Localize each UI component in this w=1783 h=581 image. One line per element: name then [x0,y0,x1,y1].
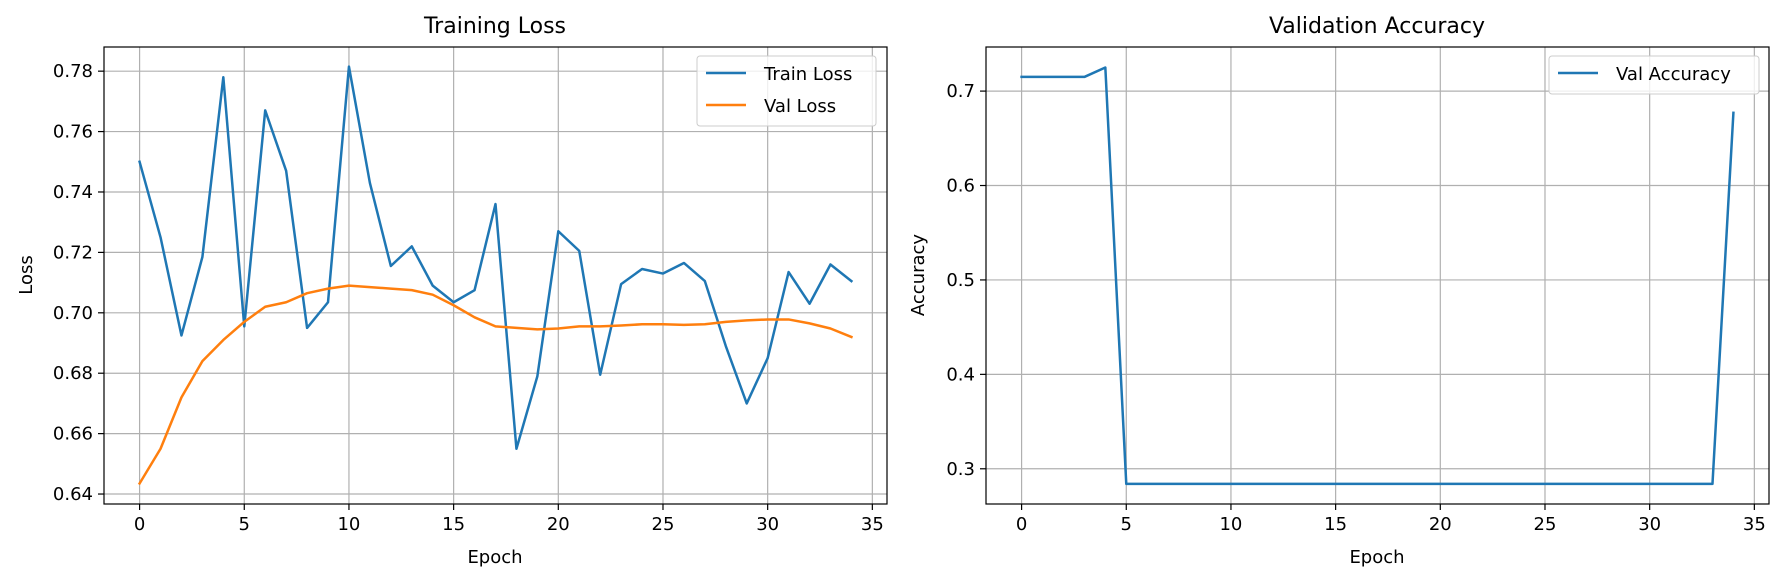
y-tick-label: 0.66 [53,424,93,445]
chart-title: Validation Accuracy [1269,14,1485,39]
x-tick-label: 20 [1429,514,1452,535]
y-tick-label: 0.64 [53,484,93,505]
x-tick-label: 0 [1016,514,1027,535]
tick-layer: 0 5 10 15 20 25 30 35 0.3 0.4 0.5 0.6 0.7 [946,81,1765,535]
x-tick-label: 15 [442,514,465,535]
y-axis-label: Accuracy [908,234,929,317]
series-layer [1020,66,1735,486]
x-tick-label: 5 [1121,514,1132,535]
y-tick-label: 0.3 [946,459,975,480]
y-tick-label: 0.72 [53,242,93,263]
x-tick-label: 25 [652,514,675,535]
axes-frame [103,46,888,505]
x-tick-label: 10 [337,514,360,535]
series-line-train-loss [138,65,854,450]
y-axis-label: Loss [16,255,37,294]
y-tick-label: 0.5 [946,270,975,291]
series-layer [137,65,854,486]
legend-label-val-loss: Val Loss [764,96,836,117]
y-tick-label: 0.76 [53,122,93,143]
x-tick-label: 30 [756,514,779,535]
chart-validation-accuracy: 0 5 10 15 20 25 30 35 0.3 0.4 0.5 0.6 0.7 Validation… [908,14,1770,568]
legend: Train Loss Val Loss [696,55,877,127]
series-line-val-accuracy [1020,66,1735,486]
chart-title: Training Loss [423,14,566,39]
y-tick-label: 0.6 [946,176,975,197]
legend-label-val-accuracy: Val Accuracy [1616,64,1731,85]
x-tick-label: 30 [1638,514,1661,535]
x-tick-label: 10 [1219,514,1242,535]
axes-frame [985,46,1770,505]
tick-layer: 0 5 10 15 20 25 30 35 0.64 0.66 0.68 0.70 0.72 0.74 0.… [53,61,884,535]
y-tick-label: 0.68 [53,363,93,384]
x-axis-label: Epoch [1349,547,1404,568]
x-tick-label: 25 [1534,514,1557,535]
y-tick-label: 0.70 [53,303,93,324]
chart-training-loss: 0 5 10 15 20 25 30 35 0.64 0.66 0.68 0.70 0.72 0.74 0.… [16,14,888,568]
legend-label-train-loss: Train Loss [763,64,852,85]
y-tick-label: 0.7 [946,81,975,102]
x-tick-label: 0 [134,514,145,535]
x-tick-label: 5 [239,514,250,535]
x-tick-label: 15 [1324,514,1347,535]
x-axis-label: Epoch [467,547,522,568]
x-tick-label: 35 [861,514,884,535]
legend: Val Accuracy [1548,55,1760,95]
x-tick-label: 35 [1743,514,1766,535]
y-tick-label: 0.78 [53,61,93,82]
series-line-val-loss [137,284,854,486]
legend-frame [1548,55,1760,95]
x-tick-label: 20 [547,514,570,535]
y-tick-label: 0.4 [946,364,975,385]
y-tick-label: 0.74 [53,182,93,203]
